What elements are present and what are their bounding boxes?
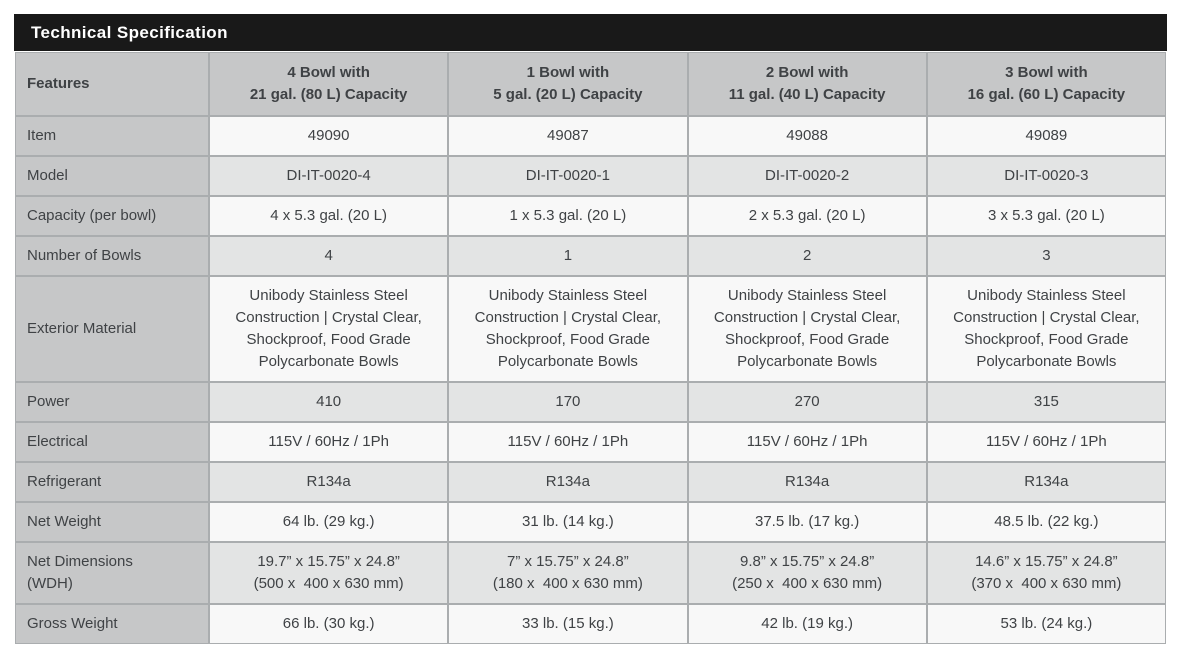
value-cell: 66 lb. (30 kg.) — [210, 605, 448, 643]
features-header: Features — [16, 53, 208, 115]
value-cell: 4 x 5.3 gal. (20 L) — [210, 197, 448, 235]
value-cell: 410 — [210, 383, 448, 421]
value-cell: R134a — [449, 463, 687, 501]
column-header: 3 Bowl with 16 gal. (60 L) Capacity — [927, 53, 1165, 115]
value-cell: 115V / 60Hz / 1Ph — [927, 423, 1165, 461]
table-row: Refrigerant R134a R134a R134a R134a — [16, 463, 1165, 501]
value-cell: R134a — [210, 463, 448, 501]
feature-cell: Net Weight — [16, 503, 208, 541]
feature-cell: Gross Weight — [16, 605, 208, 643]
value-cell: 7” x 15.75” x 24.8” (180 x 400 x 630 mm) — [449, 543, 687, 603]
table-row: Number of Bowls 4 1 2 3 — [16, 237, 1165, 275]
value-cell: 115V / 60Hz / 1Ph — [449, 423, 687, 461]
value-cell: Unibody Stainless Steel Construction | C… — [927, 277, 1165, 381]
value-cell: 33 lb. (15 kg.) — [449, 605, 687, 643]
value-cell: 64 lb. (29 kg.) — [210, 503, 448, 541]
value-cell: 53 lb. (24 kg.) — [927, 605, 1165, 643]
feature-cell: Number of Bowls — [16, 237, 208, 275]
value-cell: 1 — [449, 237, 687, 275]
value-cell: R134a — [927, 463, 1165, 501]
table-row: Net Dimensions (WDH) 19.7” x 15.75” x 24.… — [16, 543, 1165, 603]
table-row: Power 410 170 270 315 — [16, 383, 1165, 421]
feature-cell: Capacity (per bowl) — [16, 197, 208, 235]
value-cell: 2 x 5.3 gal. (20 L) — [688, 197, 926, 235]
value-cell: 19.7” x 15.75” x 24.8” (500 x 400 x 630 … — [210, 543, 448, 603]
value-cell: DI-IT-0020-1 — [449, 157, 687, 195]
value-cell: 37.5 lb. (17 kg.) — [688, 503, 926, 541]
feature-cell: Model — [16, 157, 208, 195]
value-cell: 3 — [927, 237, 1165, 275]
spec-sheet: Technical Specification Features 4 Bowl … — [14, 14, 1167, 645]
value-cell: DI-IT-0020-2 — [688, 157, 926, 195]
table-row: Item 49090 49087 49088 49089 — [16, 117, 1165, 155]
value-cell: 2 — [688, 237, 926, 275]
table-row: Model DI-IT-0020-4 DI-IT-0020-1 DI-IT-0020-… — [16, 157, 1165, 195]
value-cell: 31 lb. (14 kg.) — [449, 503, 687, 541]
value-cell: DI-IT-0020-3 — [927, 157, 1165, 195]
value-cell: 49090 — [210, 117, 448, 155]
spec-table: Features 4 Bowl with 21 gal. (80 L) Capa… — [14, 51, 1167, 645]
value-cell: 4 — [210, 237, 448, 275]
value-cell: 49087 — [449, 117, 687, 155]
column-header: 4 Bowl with 21 gal. (80 L) Capacity — [210, 53, 448, 115]
value-cell: 270 — [688, 383, 926, 421]
page-title: Technical Specification — [31, 23, 228, 42]
value-cell: 3 x 5.3 gal. (20 L) — [927, 197, 1165, 235]
table-row: Exterior Material Unibody Stainless Steel… — [16, 277, 1165, 381]
value-cell: 115V / 60Hz / 1Ph — [688, 423, 926, 461]
value-cell: DI-IT-0020-4 — [210, 157, 448, 195]
value-cell: 49088 — [688, 117, 926, 155]
header-row: Features 4 Bowl with 21 gal. (80 L) Capa… — [16, 53, 1165, 115]
value-cell: Unibody Stainless Steel Construction | C… — [688, 277, 926, 381]
value-cell: 48.5 lb. (22 kg.) — [927, 503, 1165, 541]
feature-cell: Net Dimensions (WDH) — [16, 543, 208, 603]
feature-cell: Item — [16, 117, 208, 155]
value-cell: 1 x 5.3 gal. (20 L) — [449, 197, 687, 235]
table-row: Electrical 115V / 60Hz / 1Ph 115V / 60Hz /… — [16, 423, 1165, 461]
value-cell: 9.8” x 15.75” x 24.8” (250 x 400 x 630 m… — [688, 543, 926, 603]
feature-cell: Exterior Material — [16, 277, 208, 381]
table-row: Capacity (per bowl) 4 x 5.3 gal. (20 L) 1 … — [16, 197, 1165, 235]
feature-cell: Power — [16, 383, 208, 421]
value-cell: Unibody Stainless Steel Construction | C… — [210, 277, 448, 381]
column-header: 1 Bowl with 5 gal. (20 L) Capacity — [449, 53, 687, 115]
value-cell: 42 lb. (19 kg.) — [688, 605, 926, 643]
table-row: Gross Weight 66 lb. (30 kg.) 33 lb. (15 kg… — [16, 605, 1165, 643]
value-cell: 14.6” x 15.75” x 24.8” (370 x 400 x 630 … — [927, 543, 1165, 603]
value-cell: R134a — [688, 463, 926, 501]
title-bar: Technical Specification — [14, 14, 1167, 51]
feature-cell: Electrical — [16, 423, 208, 461]
value-cell: 49089 — [927, 117, 1165, 155]
value-cell: 115V / 60Hz / 1Ph — [210, 423, 448, 461]
value-cell: 315 — [927, 383, 1165, 421]
value-cell: Unibody Stainless Steel Construction | C… — [449, 277, 687, 381]
table-row: Net Weight 64 lb. (29 kg.) 31 lb. (14 kg.)… — [16, 503, 1165, 541]
value-cell: 170 — [449, 383, 687, 421]
feature-cell: Refrigerant — [16, 463, 208, 501]
column-header: 2 Bowl with 11 gal. (40 L) Capacity — [688, 53, 926, 115]
